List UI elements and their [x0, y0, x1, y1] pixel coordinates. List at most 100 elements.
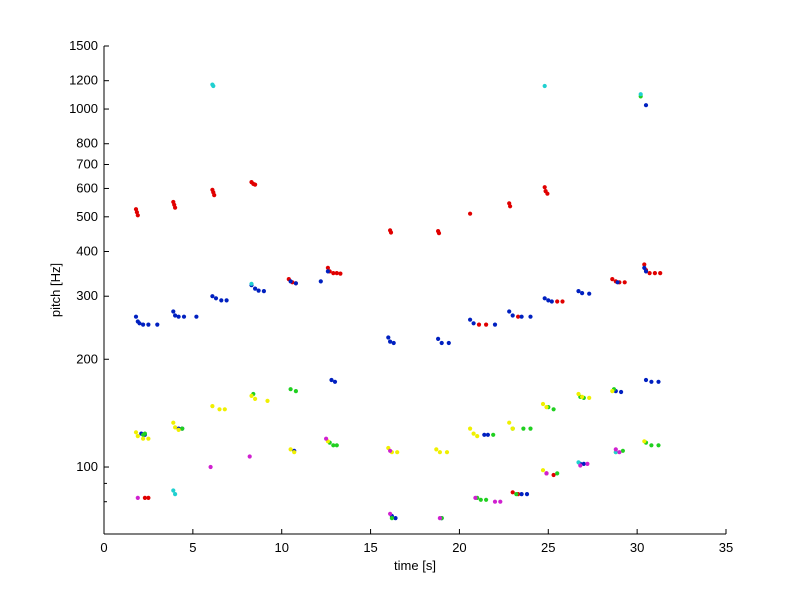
data-point-red [253, 182, 258, 187]
data-point-yellow [540, 401, 546, 407]
data-point-red [146, 495, 151, 500]
data-point-blue [542, 296, 547, 301]
y-tick-label: 200 [76, 351, 98, 366]
data-point-red [476, 322, 482, 327]
data-point-yellow [576, 391, 581, 397]
data-point-blue [391, 340, 396, 346]
data-point-blue [468, 317, 473, 322]
data-point-yellow [544, 405, 549, 410]
data-point-yellow [395, 450, 400, 455]
data-point-blue [482, 432, 487, 437]
data-point-red [325, 265, 330, 270]
data-point-red [468, 211, 473, 216]
data-point-yellow [475, 434, 480, 439]
data-point-blue [619, 389, 624, 395]
data-point-cyan [211, 83, 216, 89]
data-point-magenta [544, 471, 549, 476]
data-point-red [610, 277, 615, 282]
data-point-magenta [578, 463, 583, 468]
data-point-green [288, 387, 293, 392]
x-tick-label: 15 [363, 540, 377, 555]
data-point-blue [181, 314, 187, 319]
data-point-yellow [222, 407, 227, 412]
data-point-yellow [434, 447, 439, 452]
y-tick-label: 1200 [69, 73, 98, 88]
data-point-blue [318, 279, 323, 284]
data-point-red [331, 271, 336, 276]
data-point-red [508, 204, 513, 209]
data-point-blue [587, 291, 592, 296]
data-point-blue [261, 289, 266, 294]
data-point-blue [615, 280, 620, 285]
data-point-green [334, 443, 339, 448]
data-point-green [293, 389, 298, 394]
data-point-blue [210, 294, 215, 299]
data-point-blue [549, 299, 554, 304]
data-point-blue [576, 289, 581, 294]
data-point-blue [519, 492, 524, 497]
data-point-green [478, 497, 483, 502]
data-point-magenta [247, 454, 252, 459]
y-tick-label: 800 [76, 136, 98, 151]
data-point-green [656, 443, 661, 448]
data-point-red [388, 230, 394, 235]
data-point-magenta [473, 495, 478, 500]
data-point-magenta [388, 511, 393, 516]
data-point-yellow [135, 434, 140, 439]
data-point-yellow [587, 395, 592, 400]
data-point-blue [393, 516, 398, 521]
data-point-blue [155, 322, 160, 327]
y-axis-label: pitch [Hz] [48, 263, 63, 317]
x-tick-label: 10 [274, 540, 288, 555]
data-point-yellow [437, 450, 442, 455]
x-tick-label: 25 [541, 540, 555, 555]
x-tick-label: 35 [719, 540, 733, 555]
data-point-yellow [471, 431, 476, 436]
x-tick-label: 30 [630, 540, 644, 555]
data-point-yellow [265, 398, 270, 403]
data-point-yellow [176, 427, 181, 432]
data-point-green [389, 516, 394, 521]
x-tick-label: 0 [100, 540, 107, 555]
data-point-blue [133, 314, 139, 319]
data-point-yellow [507, 420, 512, 425]
data-point-yellow [253, 396, 258, 401]
data-point-yellow [444, 450, 450, 455]
data-point-green [649, 443, 654, 448]
data-point-blue [546, 298, 551, 303]
data-point-yellow [173, 425, 178, 430]
data-point-red [135, 213, 140, 218]
data-point-blue [446, 340, 451, 346]
data-point-yellow [540, 468, 546, 473]
data-point-red [622, 280, 627, 285]
data-point-red [658, 271, 663, 276]
y-tick-label: 500 [76, 209, 98, 224]
data-point-blue [436, 336, 441, 341]
data-point-green [180, 426, 185, 431]
data-point-magenta [208, 464, 213, 470]
data-point-cyan [249, 281, 254, 286]
x-axis-label: time [s] [394, 558, 436, 573]
data-point-blue [643, 103, 649, 108]
data-point-red [484, 322, 489, 327]
data-point-red [334, 271, 339, 276]
data-point-blue [213, 296, 219, 301]
data-point-cyan [173, 492, 178, 497]
y-tick-label: 600 [76, 180, 98, 195]
data-point-yellow [133, 430, 139, 435]
data-point-red [652, 271, 658, 276]
data-point-cyan [542, 83, 547, 89]
data-point-blue [643, 269, 649, 274]
data-point-green [555, 471, 560, 476]
data-point-blue [256, 288, 261, 293]
data-point-green [514, 492, 519, 497]
data-point-cyan [638, 92, 643, 97]
data-point-blue [519, 314, 524, 319]
y-tick-label: 1000 [69, 101, 98, 116]
data-point-blue [325, 269, 330, 274]
data-point-red [555, 299, 560, 304]
y-tick-label: 400 [76, 243, 98, 258]
data-point-magenta [135, 495, 140, 500]
data-point-blue [580, 291, 585, 296]
data-point-magenta [585, 461, 590, 466]
